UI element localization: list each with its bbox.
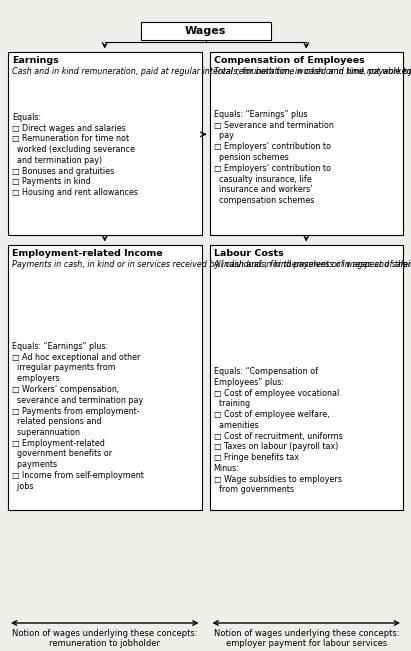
Text: Equals: “Earnings” plus:
□ Ad hoc exceptional and other
  irregular payments fro: Equals: “Earnings” plus: □ Ad hoc except… xyxy=(12,342,144,491)
Text: Earnings: Earnings xyxy=(12,56,59,65)
Text: Cash and in kind remuneration, paid at regular intervals, for both time worked a: Cash and in kind remuneration, paid at r… xyxy=(12,67,411,76)
Bar xyxy=(210,245,403,510)
Text: Total remuneration, in cash or in kind, payable by an enterprise to an employee : Total remuneration, in cash or in kind, … xyxy=(213,67,411,76)
Text: Equals: “Earnings” plus
□ Severance and termination
  pay
□ Employers’ contribut: Equals: “Earnings” plus □ Severance and … xyxy=(213,110,333,205)
Text: Equals: “Compensation of
Employees” plus:
□ Cost of employee vocational
  traini: Equals: “Compensation of Employees” plus… xyxy=(213,367,342,494)
Text: Employment-related Income: Employment-related Income xyxy=(12,249,163,258)
Text: Compensation of Employees: Compensation of Employees xyxy=(213,56,364,65)
Bar xyxy=(8,52,201,235)
Text: Labour Costs: Labour Costs xyxy=(213,249,283,258)
Text: Payments in cash, in kind or in services received by individuals, for themselves: Payments in cash, in kind or in services… xyxy=(12,260,411,269)
Text: Notion of wages underlying these concepts:
remuneration to jobholder: Notion of wages underlying these concept… xyxy=(12,629,198,648)
Bar xyxy=(210,52,403,235)
Text: Wages: Wages xyxy=(185,26,226,36)
Bar xyxy=(8,245,201,510)
Text: Notion of wages underlying these concepts:
employer payment for labour services: Notion of wages underlying these concept… xyxy=(213,629,399,648)
Bar xyxy=(141,22,270,40)
Text: All cash and in kind payments of wages and salaries to employees; all contributi: All cash and in kind payments of wages a… xyxy=(213,260,411,269)
Text: Equals:
□ Direct wages and salaries
□ Remuneration for time not
  worked (exclud: Equals: □ Direct wages and salaries □ Re… xyxy=(12,113,138,197)
